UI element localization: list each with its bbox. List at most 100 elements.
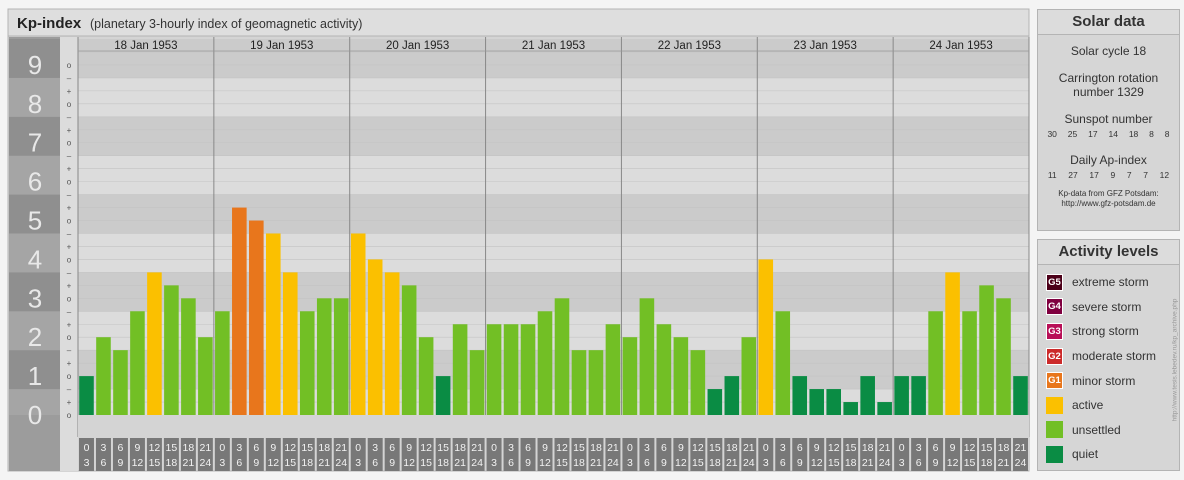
kp-bar xyxy=(147,272,162,415)
interval-start: 3 xyxy=(508,442,514,454)
y-subtick-background xyxy=(60,37,78,471)
interval-end: 9 xyxy=(253,457,259,469)
interval-start: 9 xyxy=(678,442,684,454)
kp-bar xyxy=(826,389,841,415)
interval-cell xyxy=(588,438,604,471)
band-3 xyxy=(78,272,1029,312)
kp-bar xyxy=(792,376,808,415)
interval-cell xyxy=(911,438,927,471)
kp-bar xyxy=(860,376,875,415)
interval-start: 18 xyxy=(862,442,874,454)
interval-cell xyxy=(520,438,536,471)
interval-cell xyxy=(316,438,332,471)
interval-end: 12 xyxy=(675,457,687,469)
interval-end: 9 xyxy=(661,457,667,469)
interval-cell xyxy=(95,438,111,471)
interval-cell xyxy=(112,438,128,471)
interval-start: 6 xyxy=(253,442,259,454)
y-subtick: – xyxy=(67,113,72,122)
activity-level-unsettled: unsettled xyxy=(1038,418,1179,443)
y-tick-label: 9 xyxy=(28,50,42,80)
kp-bar xyxy=(469,350,485,415)
y-subtick: o xyxy=(67,139,72,148)
kp-bar xyxy=(690,350,706,415)
band-7 xyxy=(78,116,1029,156)
kp-index-chart: Kp-index (planetary 3-hourly index of geo… xyxy=(7,8,1030,472)
interval-start: 18 xyxy=(590,442,602,454)
kp-bar xyxy=(554,298,570,415)
interval-start: 3 xyxy=(780,442,786,454)
interval-cell xyxy=(469,438,485,471)
level-label: quiet xyxy=(1072,447,1099,462)
interval-cell xyxy=(843,438,859,471)
interval-start: 18 xyxy=(183,442,195,454)
interval-end: 3 xyxy=(627,457,633,469)
band-6 xyxy=(78,155,1029,195)
kp-bar xyxy=(758,259,774,415)
y-subtick: + xyxy=(67,398,72,407)
activity-level-severe-storm: G4 severe storm xyxy=(1038,295,1179,320)
interval-cell xyxy=(197,438,213,471)
day-label: 23 Jan 1953 xyxy=(794,40,857,52)
interval-cell xyxy=(214,438,230,471)
activity-level-active: active xyxy=(1038,393,1179,418)
kp-bar xyxy=(299,311,315,415)
interval-end: 21 xyxy=(318,457,330,469)
y-subtick: + xyxy=(67,242,72,251)
y-subtick: o xyxy=(67,217,72,226)
interval-start: 9 xyxy=(406,442,412,454)
interval-start: 12 xyxy=(964,442,976,454)
y-band-0 xyxy=(9,389,60,415)
y-subtick: + xyxy=(67,126,72,135)
kp-bar xyxy=(503,324,519,415)
kp-bar xyxy=(401,285,417,415)
interval-cell xyxy=(605,438,621,471)
kp-bar xyxy=(198,337,213,415)
interval-cell xyxy=(639,438,655,471)
kp-bar xyxy=(113,350,128,415)
y-subtick: + xyxy=(67,320,72,329)
interval-end: 6 xyxy=(372,457,378,469)
interval-start: 6 xyxy=(525,442,531,454)
interval-start: 3 xyxy=(916,442,922,454)
interval-cell xyxy=(1013,438,1028,471)
sunspot-value-4: 18 xyxy=(1128,129,1139,139)
interval-cell xyxy=(741,438,757,471)
interval-cell xyxy=(537,438,553,471)
chart-subtitle: (planetary 3-hourly index of geomagnetic… xyxy=(90,17,362,31)
interval-end: 21 xyxy=(454,457,466,469)
interval-end: 6 xyxy=(916,457,922,469)
interval-end: 12 xyxy=(811,457,823,469)
interval-cell xyxy=(860,438,876,471)
y-tick-label: 0 xyxy=(28,400,42,430)
day-label: 21 Jan 1953 xyxy=(522,40,585,52)
interval-cell xyxy=(418,438,434,471)
interval-end: 18 xyxy=(437,457,449,469)
interval-start: 0 xyxy=(219,442,225,454)
level-swatch xyxy=(1046,421,1063,439)
interval-end: 12 xyxy=(132,457,144,469)
carrington-rotation-number: number 1329 xyxy=(1073,85,1144,99)
kp-bar xyxy=(894,376,909,415)
interval-start: 9 xyxy=(814,442,820,454)
interval-cell xyxy=(282,438,298,471)
interval-end: 9 xyxy=(525,457,531,469)
sunspot-value-0: 30 xyxy=(1047,129,1057,139)
interval-end: 21 xyxy=(862,457,874,469)
level-swatch xyxy=(1046,396,1063,414)
interval-start: 0 xyxy=(899,442,905,454)
interval-cell xyxy=(367,438,383,471)
interval-end: 12 xyxy=(539,457,551,469)
interval-cell xyxy=(996,438,1012,471)
band-4 xyxy=(78,233,1029,273)
interval-end: 3 xyxy=(219,457,225,469)
interval-end: 24 xyxy=(200,457,212,469)
y-subtick: – xyxy=(67,191,72,200)
interval-start: 0 xyxy=(491,442,497,454)
interval-end: 15 xyxy=(828,457,840,469)
side-credit-text[interactable]: http://www.tesis.lebedev.ru/kp_archive.p… xyxy=(1171,298,1179,422)
kp-bar xyxy=(775,311,791,415)
kp-bar xyxy=(877,402,892,415)
kp-bar xyxy=(215,311,230,415)
credit-link[interactable]: http://www.gfz-potsdam.de xyxy=(1061,199,1156,208)
